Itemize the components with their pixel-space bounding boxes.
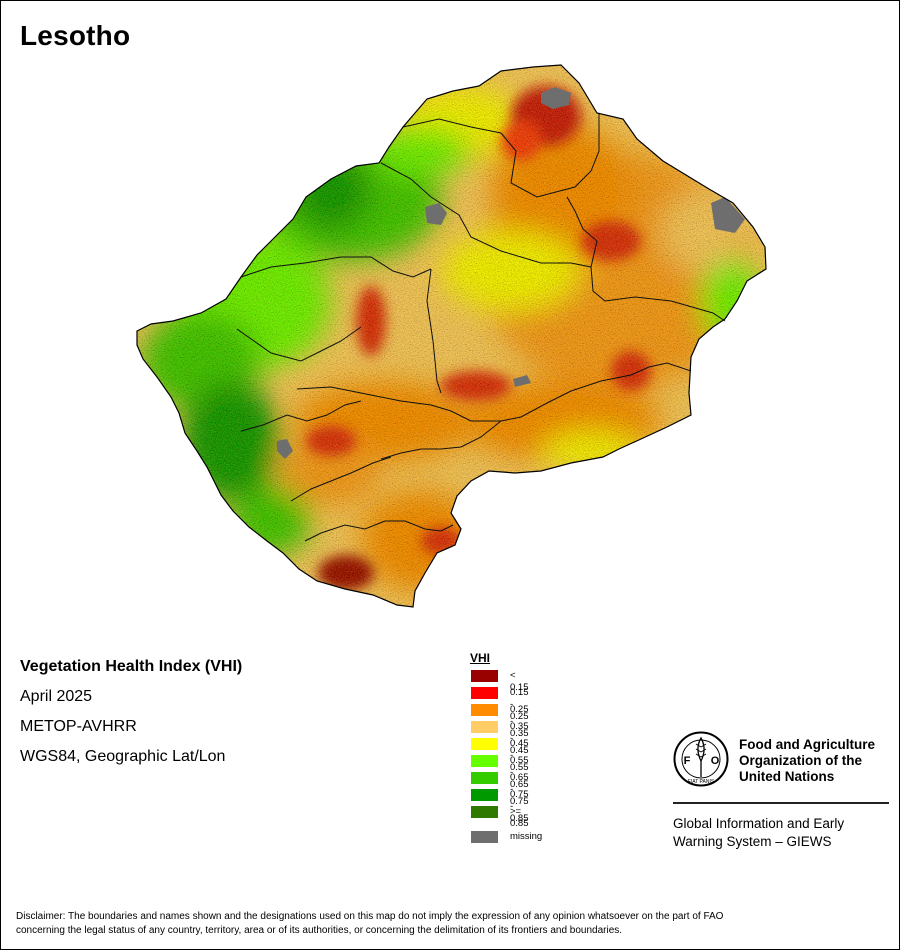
branding-divider [673,802,889,804]
giews-name-line: Warning System – GIEWS [673,834,832,849]
legend-item: >= 0.85 [470,804,529,829]
fao-logo-motto: FIAT PANIS [688,779,715,785]
legend-item: < 0.15 [470,668,529,693]
vhi-map [1,1,899,641]
legend-item: 0.35 - 0.45 [470,719,529,756]
legend-swatch [471,704,498,716]
legend-label: missing [510,831,543,842]
legend-label: 0.45 - 0.55 [510,738,529,773]
legend-swatch [471,755,498,767]
map-period: April 2025 [20,688,93,705]
legend-swatch [471,831,498,843]
legend-item: 0.65 - 0.75 [470,770,529,807]
legend-label: 0.35 - 0.45 [510,721,529,756]
legend-label: >= 0.85 [510,806,529,829]
legend-label: 0.25 - 0.35 [510,704,529,739]
vhi-surface [137,65,766,607]
disclaimer: Disclaimer: The boundaries and names sho… [16,910,886,938]
giews-name: Global Information and Early Warning Sys… [673,815,844,851]
legend-item: 0.25 - 0.35 [470,702,529,739]
legend-item: 0.45 - 0.55 [470,736,529,773]
legend-label: 0.75 - 0.85 [510,789,529,824]
giews-name-line: Global Information and Early [673,816,845,831]
disclaimer-line: Disclaimer: The boundaries and names sho… [16,911,724,922]
legend-swatch [471,789,498,801]
missing-data-patches [277,87,745,459]
fao-name-line: United Nations [739,769,835,784]
fao-name: Food and Agriculture Organization of the… [739,737,875,785]
fao-logo-icon: F O FIAT PANIS [673,731,729,787]
legend-swatch [471,772,498,784]
legend-label: 0.65 - 0.75 [510,772,529,807]
fao-name-line: Food and Agriculture [739,737,875,752]
legend-item: 0.15 - 0.25 [470,685,529,722]
legend-label: 0.55 - 0.65 [510,755,529,790]
fao-logo-letter-o: O [711,755,720,767]
map-info: Vegetation Health Index (VHI) April 2025… [20,657,242,777]
disclaimer-line: concerning the legal status of any count… [16,925,623,936]
country-title: Lesotho [20,20,131,51]
fao-logo-letter-f: F [684,755,691,767]
district-boundaries [236,113,726,542]
legend-item-missing: missing [470,829,542,846]
legend-item: 0.75 - 0.85 [470,787,529,824]
vhi-legend: VHI < 0.15 0.15 - 0.25 0.25 - 0.35 0.35 … [470,651,542,846]
fao-name-line: Organization of the [739,753,862,768]
legend-swatch [471,721,498,733]
legend-swatch [471,670,498,682]
legend-swatch [471,806,498,818]
product-name: Vegetation Health Index (VHI) [20,658,243,675]
legend-title: VHI [470,651,491,665]
legend-item: 0.55 - 0.65 [470,753,529,790]
projection-text: WGS84, Geographic Lat/Lon [20,748,226,765]
legend-swatch [471,687,498,699]
legend-label: < 0.15 [510,670,529,693]
vhi-raster-map [136,64,767,608]
sensor-name: METOP-AVHRR [20,718,137,735]
legend-label: 0.15 - 0.25 [510,687,529,722]
legend-swatch [471,738,498,750]
